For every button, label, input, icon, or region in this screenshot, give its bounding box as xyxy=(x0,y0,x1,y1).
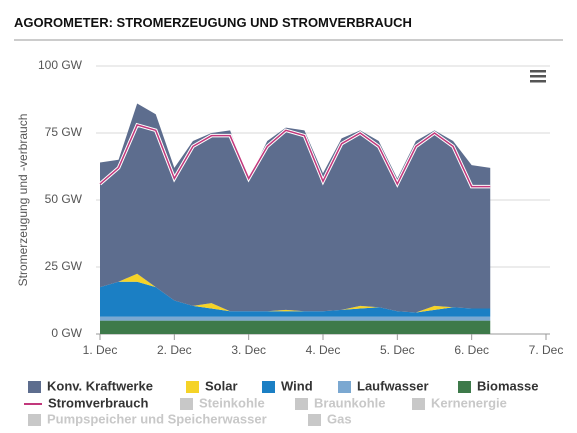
x-tick-label: 3. Dec xyxy=(231,343,266,357)
y-tick-label: 50 GW xyxy=(45,192,83,206)
x-tick-label: 5. Dec xyxy=(380,343,415,357)
area xyxy=(100,316,491,321)
menu-bar[interactable] xyxy=(530,75,546,78)
legend-label[interactable]: Wind xyxy=(281,378,313,393)
line xyxy=(99,124,491,188)
legend-label[interactable]: Biomasse xyxy=(477,378,538,393)
legend-marker[interactable] xyxy=(295,398,308,410)
legend-marker[interactable] xyxy=(28,381,41,393)
legend-marker[interactable] xyxy=(412,398,425,410)
legend-label[interactable]: Kernenergie xyxy=(431,395,507,410)
chart-title: AGOROMETER: STROMERZEUGUNG UND STROMVERB… xyxy=(14,15,412,30)
legend-marker[interactable] xyxy=(262,381,275,393)
legend-label[interactable]: Pumpspeicher und Speicherwasser xyxy=(47,411,267,426)
legend-marker[interactable] xyxy=(308,414,321,426)
x-tick-label: 1. Dec xyxy=(83,343,118,357)
legend-marker[interactable] xyxy=(458,381,471,393)
legend-label[interactable]: Steinkohle xyxy=(199,395,265,410)
legend-marker[interactable] xyxy=(186,381,199,393)
legend-label[interactable]: Gas xyxy=(327,411,352,426)
area xyxy=(100,273,491,313)
menu-icon[interactable] xyxy=(530,70,546,83)
x-tick-label: 4. Dec xyxy=(306,343,341,357)
x-tick-label: 2. Dec xyxy=(157,343,192,357)
y-tick-label: 0 GW xyxy=(51,326,82,340)
menu-bar[interactable] xyxy=(530,70,546,73)
y-tick-label: 75 GW xyxy=(45,125,83,139)
legend-marker[interactable] xyxy=(180,398,193,410)
x-tick-label: 6. Dec xyxy=(454,343,489,357)
legend-label[interactable]: Konv. Kraftwerke xyxy=(47,378,153,393)
y-axis-label: Stromerzeugung und -verbrauch xyxy=(16,114,30,287)
legend-label[interactable]: Laufwasser xyxy=(357,378,429,393)
x-tick-label: 7. Dec xyxy=(529,343,564,357)
legend-marker[interactable] xyxy=(338,381,351,393)
legend-label[interactable]: Braunkohle xyxy=(314,395,386,410)
legend-marker[interactable] xyxy=(28,414,41,426)
y-tick-label: 100 GW xyxy=(38,58,83,72)
y-tick-label: 25 GW xyxy=(45,259,83,273)
menu-bar[interactable] xyxy=(530,80,546,83)
legend-label[interactable]: Solar xyxy=(205,378,238,393)
area xyxy=(100,281,491,317)
area xyxy=(100,103,491,313)
area xyxy=(100,320,491,334)
legend-label[interactable]: Stromverbrauch xyxy=(48,395,148,410)
